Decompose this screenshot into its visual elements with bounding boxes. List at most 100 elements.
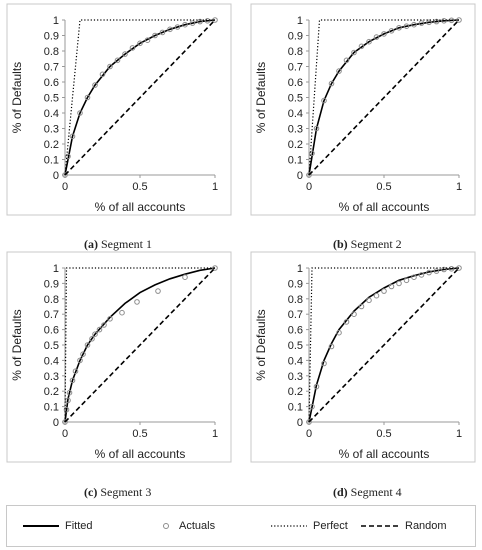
actuals-point bbox=[182, 274, 188, 281]
x-tick-label: 0 bbox=[306, 428, 312, 440]
series-perfect-line bbox=[64, 19, 215, 176]
actuals-point bbox=[426, 269, 432, 276]
actuals-point bbox=[174, 24, 181, 30]
actuals-point bbox=[189, 20, 196, 26]
caption-text: Segment 3 bbox=[97, 485, 152, 499]
legend-fitted-swatch bbox=[23, 525, 59, 527]
x-axis-label: % of all accounts bbox=[339, 447, 430, 461]
y-tick-label: 0.8 bbox=[288, 46, 303, 58]
y-tick-label: 0.1 bbox=[44, 402, 59, 414]
y-tick-label: 0.1 bbox=[44, 155, 59, 167]
caption-text: Segment 2 bbox=[347, 237, 402, 251]
x-tick-label: 0.5 bbox=[132, 428, 147, 440]
y-tick-label: 0.9 bbox=[288, 278, 303, 290]
actuals-point bbox=[306, 172, 312, 178]
actuals-point bbox=[373, 34, 380, 40]
y-tick-label: 0.5 bbox=[44, 93, 59, 105]
y-axis-label: % of Defaults bbox=[10, 309, 24, 380]
actuals-point bbox=[152, 32, 158, 39]
series-fitted-line bbox=[308, 19, 460, 176]
y-tick-label: 0.3 bbox=[288, 124, 303, 136]
actuals-point bbox=[403, 277, 410, 284]
y-axis-label: % of Defaults bbox=[10, 62, 24, 133]
actuals-point bbox=[309, 403, 315, 410]
actuals-point bbox=[129, 45, 136, 51]
actuals-point bbox=[77, 357, 83, 364]
actuals-point bbox=[159, 29, 166, 36]
y-tick-label: 0.3 bbox=[44, 124, 59, 136]
actuals-point bbox=[313, 125, 320, 132]
actuals-point bbox=[433, 268, 440, 274]
legend-item-actuals: Actuals bbox=[159, 506, 215, 546]
series-random-line bbox=[64, 19, 216, 176]
actuals-point bbox=[343, 319, 350, 325]
series-perfect-line bbox=[64, 267, 215, 423]
y-tick-label: 0.6 bbox=[288, 77, 303, 89]
series-fitted-line bbox=[64, 19, 216, 176]
y-tick-label: 0.6 bbox=[44, 77, 59, 89]
y-tick-label: 0.4 bbox=[288, 108, 303, 120]
actuals-point bbox=[62, 419, 68, 425]
caption-letter: (a) bbox=[84, 237, 98, 251]
legend-random-swatch bbox=[361, 525, 399, 527]
actuals-point bbox=[366, 297, 372, 304]
series-perfect-line bbox=[308, 19, 459, 176]
y-tick-label: 0.4 bbox=[44, 355, 59, 367]
y-tick-label: 0.3 bbox=[44, 371, 59, 383]
actuals-point bbox=[99, 71, 106, 78]
x-tick-label: 0 bbox=[306, 181, 312, 193]
actuals-point bbox=[441, 18, 447, 24]
legend-actuals-swatch bbox=[163, 523, 169, 529]
legend-perfect-swatch bbox=[271, 525, 307, 527]
actuals-point bbox=[101, 322, 107, 328]
legend-fitted-label: Fitted bbox=[65, 520, 93, 532]
legend-item-random: Random bbox=[361, 506, 447, 546]
y-tick-label: 0 bbox=[53, 417, 59, 429]
y-tick-label: 0.9 bbox=[44, 278, 59, 290]
caption-text: Segment 1 bbox=[98, 237, 152, 251]
actuals-point bbox=[328, 80, 335, 87]
y-tick-label: 0 bbox=[297, 417, 303, 429]
actuals-point bbox=[313, 383, 320, 390]
actuals-point bbox=[72, 368, 79, 375]
y-tick-label: 0.2 bbox=[44, 386, 59, 398]
caption-text: Segment 4 bbox=[347, 485, 402, 499]
actuals-point bbox=[65, 153, 71, 160]
actuals-point bbox=[77, 110, 83, 116]
actuals-point bbox=[418, 20, 425, 26]
actuals-point bbox=[441, 266, 447, 273]
actuals-point bbox=[62, 172, 68, 178]
y-tick-label: 0.2 bbox=[44, 139, 59, 151]
actuals-point bbox=[411, 21, 417, 28]
actuals-point bbox=[144, 37, 151, 44]
y-tick-label: 0.7 bbox=[44, 309, 59, 321]
caption-segment-4: (d) Segment 4 bbox=[333, 485, 402, 500]
y-tick-label: 0.2 bbox=[288, 386, 303, 398]
y-tick-label: 0.2 bbox=[288, 139, 303, 151]
x-tick-label: 1 bbox=[212, 428, 218, 440]
legend-item-fitted: Fitted bbox=[23, 506, 93, 546]
y-tick-label: 0.8 bbox=[288, 294, 303, 306]
actuals-point bbox=[403, 23, 410, 30]
y-tick-label: 0.8 bbox=[44, 46, 59, 58]
y-tick-label: 1 bbox=[53, 15, 59, 27]
x-axis-label: % of all accounts bbox=[339, 200, 430, 214]
actuals-point bbox=[107, 316, 113, 322]
actuals-point bbox=[134, 299, 140, 305]
x-axis-label: % of all accounts bbox=[95, 200, 186, 214]
caption-segment-3: (c) Segment 3 bbox=[84, 485, 151, 500]
actuals-point bbox=[96, 326, 103, 333]
actuals-point bbox=[343, 57, 350, 64]
actuals-point bbox=[388, 28, 395, 34]
actuals-point bbox=[396, 280, 402, 287]
legend: Fitted Actuals Perfect Random bbox=[6, 505, 476, 547]
actuals-point bbox=[89, 336, 95, 342]
series-fitted-line bbox=[64, 267, 216, 423]
y-tick-label: 0.5 bbox=[44, 340, 59, 352]
y-axis-label: % of Defaults bbox=[254, 62, 268, 133]
caption-letter: (b) bbox=[333, 237, 348, 251]
actuals-point bbox=[107, 63, 113, 70]
